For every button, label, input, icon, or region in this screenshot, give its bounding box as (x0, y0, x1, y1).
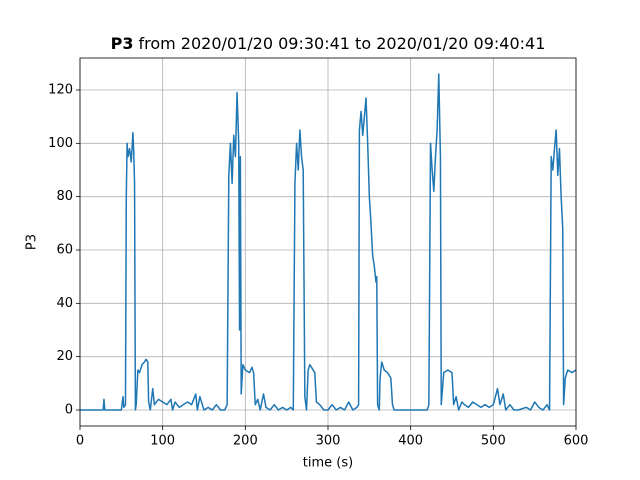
y-axis-label: P3 (25, 234, 40, 250)
x-axis-label: time (s) (303, 456, 353, 471)
y-tick-label: 100 (48, 136, 73, 151)
chart-title-group: P3 from 2020/01/20 09:30:41 to 2020/01/20… (111, 34, 546, 53)
x-tick-label: 400 (398, 434, 423, 449)
plot-frame (79, 57, 577, 427)
x-tick-label: 0 (76, 434, 84, 449)
y-tick-label: 60 (56, 243, 73, 258)
x-tick-label: 200 (233, 434, 258, 449)
x-tick-label: 100 (150, 434, 175, 449)
y-tick-label: 0 (65, 403, 73, 418)
y-tick-label: 20 (56, 349, 73, 364)
y-tick-label: 120 (48, 83, 73, 98)
x-tick-label: 500 (481, 434, 506, 449)
chart-title: from 2020/01/20 09:30:41 to 2020/01/20 0… (138, 34, 545, 53)
data-line (80, 73, 577, 411)
x-tick-label: 300 (316, 434, 341, 449)
x-tick-label: 600 (564, 434, 589, 449)
y-tick-label: 40 (56, 296, 73, 311)
y-tick-label: 80 (56, 189, 73, 204)
chart-title-bold: P3 (111, 34, 134, 53)
